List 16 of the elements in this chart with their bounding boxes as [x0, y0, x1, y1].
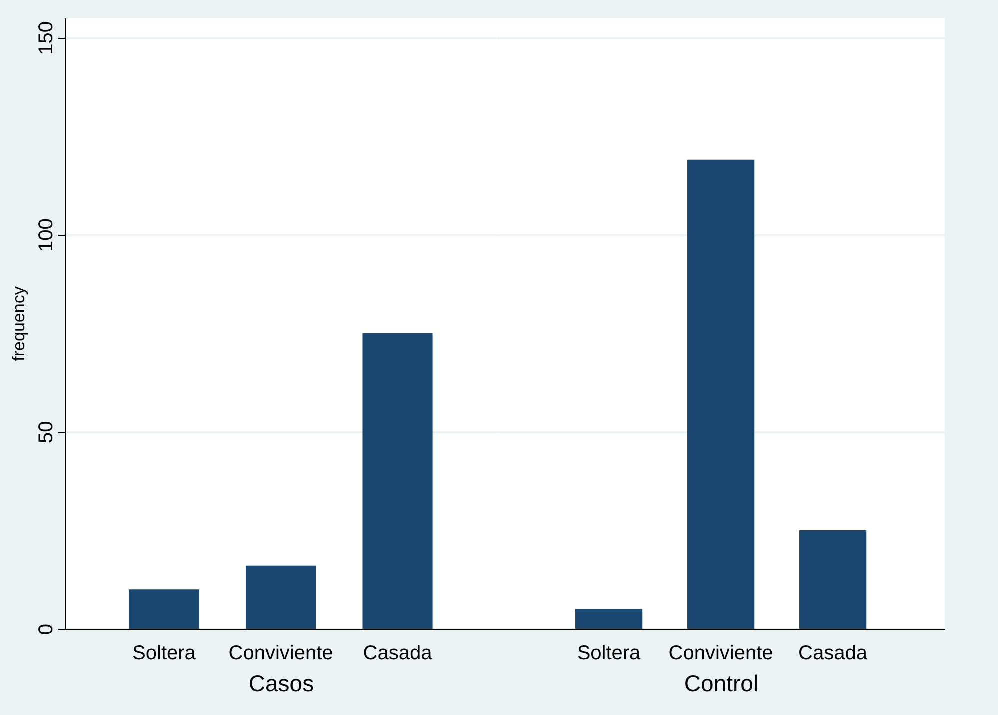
x-tick-label: Conviviente [228, 642, 334, 664]
bar [246, 566, 316, 629]
y-tick-label: 100 [36, 218, 58, 252]
y-axis-title: frequency [10, 286, 28, 362]
y-tick-label: 150 [36, 22, 58, 55]
bar [129, 590, 200, 629]
x-tick-label: Casada [363, 642, 434, 664]
x-tick-label: Soltera [132, 642, 197, 664]
x-tick-label: Soltera [577, 642, 642, 664]
y-tick-label: 0 [36, 624, 58, 636]
x-tick-label: Conviviente [668, 642, 774, 664]
bar [362, 333, 433, 629]
x-axis-title: Control [684, 670, 759, 696]
x-axis-title: Casos [248, 670, 314, 696]
y-tick-label: 50 [36, 421, 58, 444]
x-tick-label: Casada [798, 642, 868, 664]
